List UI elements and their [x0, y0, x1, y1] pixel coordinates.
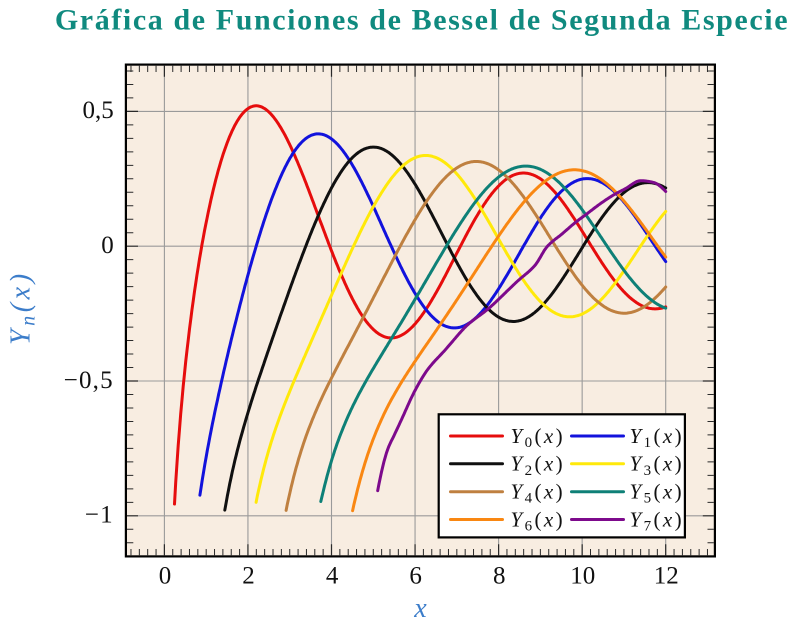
svg-text:Y1(x): Y1(x) [630, 424, 685, 451]
svg-text:Y5(x): Y5(x) [630, 480, 685, 507]
svg-text:x: x [413, 593, 427, 624]
svg-text:0,5: 0,5 [83, 97, 114, 124]
svg-text:Y6(x): Y6(x) [511, 507, 566, 534]
svg-text:8: 8 [493, 562, 506, 589]
svg-text:4: 4 [326, 562, 339, 589]
svg-text:0: 0 [101, 232, 114, 259]
svg-text:2: 2 [242, 562, 255, 589]
svg-text:Y4(x): Y4(x) [511, 480, 566, 507]
svg-text:0: 0 [159, 562, 172, 589]
svg-text:Y2(x): Y2(x) [511, 452, 566, 479]
svg-text:Yn(x): Yn(x) [6, 270, 40, 345]
svg-text:−0,5: −0,5 [64, 367, 114, 394]
svg-text:Gráfica de Funciones de Bessel: Gráfica de Funciones de Bessel de Segund… [55, 4, 789, 37]
svg-text:10: 10 [570, 562, 595, 589]
svg-text:12: 12 [654, 562, 679, 589]
svg-text:−1: −1 [85, 502, 114, 529]
svg-text:Y3(x): Y3(x) [630, 452, 685, 479]
svg-text:6: 6 [409, 562, 422, 589]
svg-text:Y0(x): Y0(x) [511, 424, 566, 451]
svg-text:Y7(x): Y7(x) [630, 507, 685, 534]
